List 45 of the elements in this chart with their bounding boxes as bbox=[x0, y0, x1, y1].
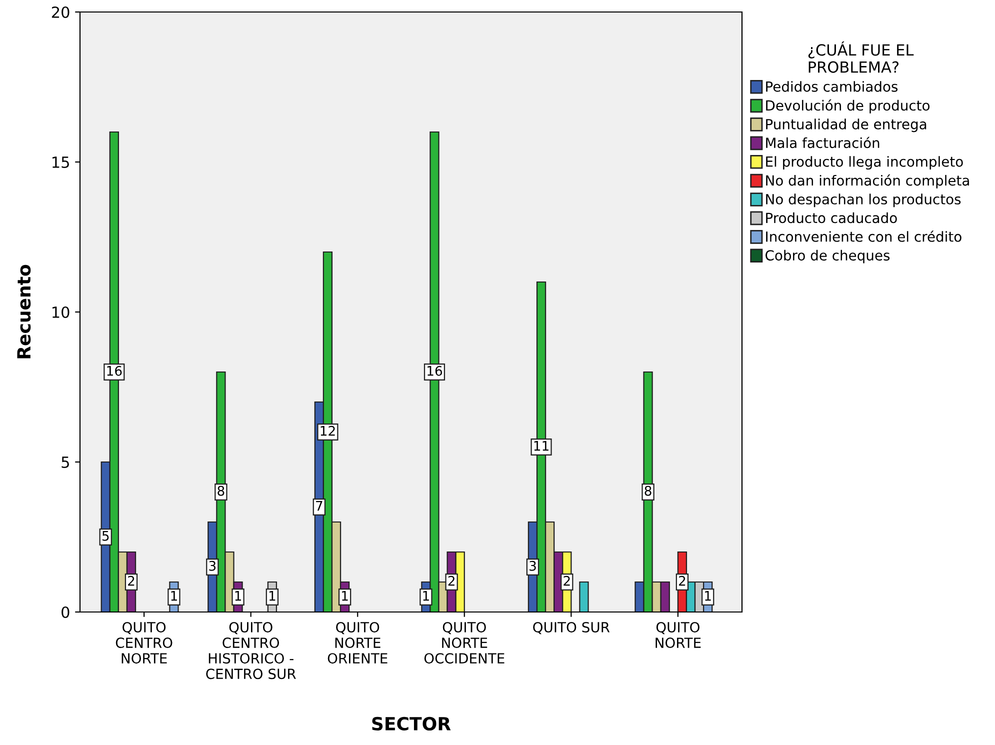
legend-label: Puntualidad de entrega bbox=[766, 118, 926, 132]
legend-title: ¿CUÁL FUE EL PROBLEMA? bbox=[808, 41, 914, 73]
x-tick-label: QUITO NORTE ORIENTE bbox=[328, 622, 388, 664]
data-label: 1 bbox=[705, 591, 711, 601]
data-label: 12 bbox=[320, 426, 335, 436]
data-label: 1 bbox=[269, 591, 276, 601]
data-label: 2 bbox=[448, 576, 454, 586]
data-label: 8 bbox=[218, 486, 224, 496]
bar bbox=[579, 581, 589, 612]
data-label: 16 bbox=[428, 366, 442, 376]
x-tick-label: QUITO NORTE bbox=[656, 622, 701, 648]
data-label: 1 bbox=[423, 591, 429, 601]
data-label: 3 bbox=[209, 560, 216, 571]
data-label: 11 bbox=[534, 441, 548, 451]
data-label: 2 bbox=[128, 576, 134, 586]
data-label: 16 bbox=[107, 366, 122, 376]
data-label: 8 bbox=[644, 486, 652, 496]
x-tick-label: QUITO CENTRO HISTORICO - CENTRO SUR bbox=[206, 622, 296, 680]
y-tick-label: 0 bbox=[62, 606, 70, 618]
legend-label: El producto llega incompleto bbox=[766, 156, 963, 170]
data-label: 5 bbox=[102, 531, 109, 541]
legend-label: Inconveniente con el crédito bbox=[766, 230, 962, 242]
legend-label: No despachan los productos bbox=[766, 194, 961, 208]
data-label: 2 bbox=[678, 576, 686, 586]
legend-label: Mala facturación bbox=[766, 136, 880, 148]
legend-label: Devolución de producto bbox=[766, 99, 930, 114]
y-tick-label: 10 bbox=[52, 306, 70, 318]
data-label: 7 bbox=[316, 501, 322, 511]
legend-label: Producto caducado bbox=[766, 212, 897, 224]
legend-label: No dan información completa bbox=[766, 174, 969, 188]
data-label: 1 bbox=[342, 591, 348, 601]
data-label: 1 bbox=[235, 591, 242, 601]
x-axis-title: SECTOR bbox=[372, 716, 451, 731]
y-tick-label: 20 bbox=[52, 6, 70, 18]
x-tick-label: QUITO SUR bbox=[533, 622, 610, 634]
legend-label: Pedidos cambiados bbox=[766, 81, 898, 92]
y-axis-title: Recuento bbox=[17, 264, 31, 358]
y-tick-label: 5 bbox=[62, 456, 69, 468]
data-label: 1 bbox=[171, 591, 177, 601]
x-tick-label: QUITO CENTRO NORTE bbox=[116, 622, 172, 664]
y-tick-label: 15 bbox=[52, 156, 69, 168]
data-label: 3 bbox=[530, 560, 536, 571]
x-tick-label: QUITO NORTE OCCIDENTE bbox=[424, 622, 504, 664]
legend-label: Cobro de cheques bbox=[766, 250, 890, 264]
data-label: 2 bbox=[564, 576, 570, 586]
